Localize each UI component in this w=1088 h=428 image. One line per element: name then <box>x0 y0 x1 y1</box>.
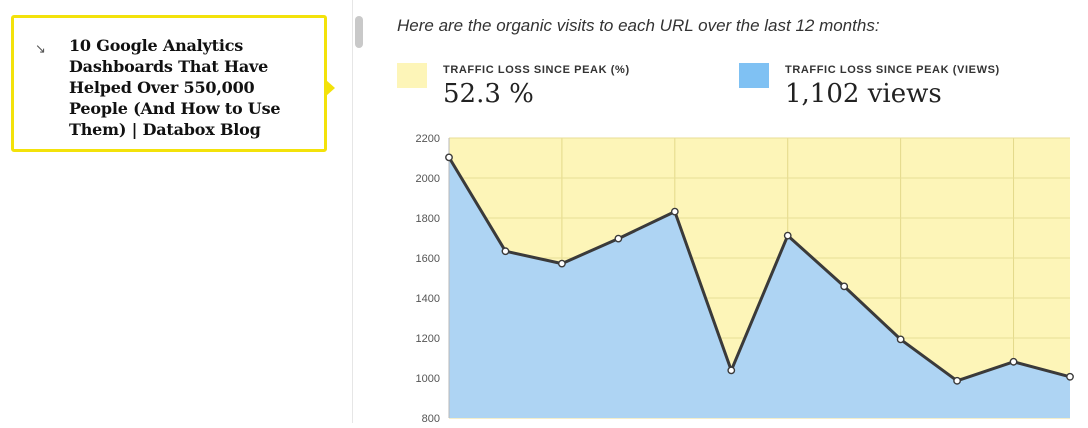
legend-swatch-loss <box>397 63 427 88</box>
pane-divider <box>352 0 353 423</box>
stat-value: 52.3 % <box>443 79 534 109</box>
stat-value: 1,102 views <box>785 79 942 109</box>
selected-url-card[interactable]: ↘ 10 Google Analytics Dashboards That Ha… <box>11 15 335 152</box>
stat-label: TRAFFIC LOSS SINCE PEAK (%) <box>443 64 630 76</box>
data-point <box>1009 357 1018 366</box>
data-point <box>670 207 679 216</box>
data-point <box>614 234 623 243</box>
y-tick-label: 1800 <box>416 213 440 225</box>
trending-down-icon: ↘ <box>35 42 46 57</box>
organic-visits-chart: 800 1000 1200 1400 1600 1800 2000 2200 <box>416 133 1074 425</box>
scrollbar-thumb[interactable] <box>355 16 363 48</box>
data-point <box>501 247 510 256</box>
legend-swatch-views <box>739 63 769 88</box>
y-tick-label: 1400 <box>416 293 440 305</box>
data-point <box>1066 372 1074 381</box>
data-point <box>445 153 453 162</box>
y-tick-label: 800 <box>422 413 440 425</box>
intro-text: Here are the organic visits to each URL … <box>397 16 880 35</box>
y-tick-label: 1200 <box>416 333 440 345</box>
data-point <box>727 366 736 375</box>
data-point <box>840 282 849 291</box>
data-point <box>783 231 792 240</box>
y-tick-label: 1600 <box>416 253 440 265</box>
data-point <box>896 335 905 344</box>
y-tick-label: 2000 <box>416 173 440 185</box>
y-tick-label: 1000 <box>416 373 440 385</box>
visits-area <box>449 157 1070 418</box>
visits-line <box>447 156 1071 383</box>
card-pointer <box>326 80 335 96</box>
stat-label: TRAFFIC LOSS SINCE PEAK (VIEWS) <box>785 64 1000 76</box>
data-point <box>558 259 566 268</box>
url-title: 10 Google Analytics Dashboards That Have… <box>69 36 281 139</box>
left-pane: ↘ 10 Google Analytics Dashboards That Ha… <box>0 0 352 423</box>
data-point <box>953 376 961 385</box>
y-tick-label: 2200 <box>416 133 440 145</box>
